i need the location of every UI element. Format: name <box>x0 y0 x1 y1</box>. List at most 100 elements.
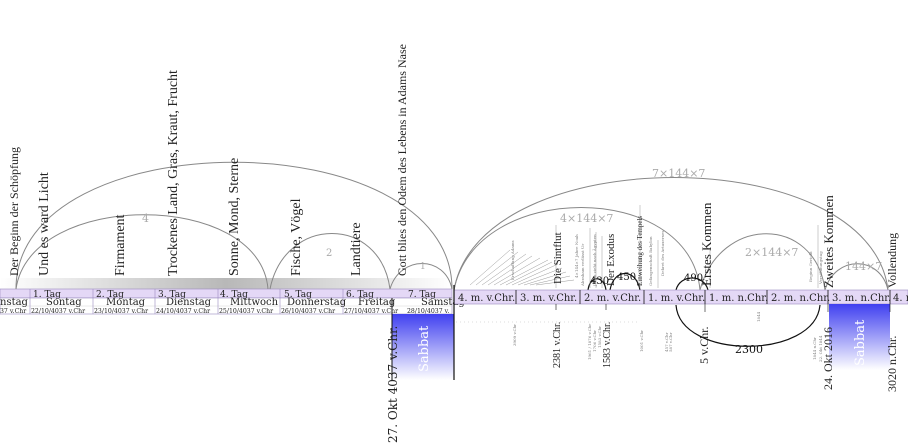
millennium-7: 4. m <box>893 293 908 304</box>
week-date-1: 22/10/4037 v.Chr <box>31 308 85 315</box>
sabbat-block-left <box>392 314 454 380</box>
svg-text:1706 v.Chr: 1706 v.Chr <box>592 330 597 352</box>
millennia-labels: 4. m. v.Chr. 3. m. v.Chr. 2. m. v.Chr. 1… <box>458 293 908 304</box>
week-date-4: 25/10/4037 v.Chr <box>219 308 273 315</box>
creation-arcs <box>15 161 453 290</box>
arc-number-1: 1 <box>420 262 426 272</box>
svg-text:4×144×7 Jahre Noah: 4×144×7 Jahre Noah <box>574 234 579 278</box>
svg-text:Dekret des Artaxerxes: Dekret des Artaxerxes <box>660 231 665 276</box>
arc-label-2x144x7: 2×144×7 <box>745 246 798 259</box>
svg-text:Jakob zieht nach Ägypten: Jakob zieht nach Ägypten <box>592 234 597 287</box>
week-date-2: 23/10/4037 v.Chr <box>94 308 148 315</box>
svg-text:457 v.Chr: 457 v.Chr <box>664 332 669 352</box>
date-left: 27. Okt 4037 v.Chr. <box>386 326 400 443</box>
date-zweites-kommen: 24. Okt 2016 <box>821 327 835 390</box>
weekday-1: Sontag <box>46 297 82 308</box>
arc-label-7x144x7: 7×144×7 <box>652 167 705 180</box>
tiny-date-texts: 3909 v.Chr 1961 / 1876 v.Chr 1706 v.Chr … <box>512 311 823 362</box>
event-zweites-kommen: Zweites Kommen <box>821 195 836 288</box>
millennium-3: 1. m. v.Chr. <box>648 293 705 304</box>
day-tag-4: 4. Tag <box>220 290 248 300</box>
svg-text:Erschaffung Adams: Erschaffung Adams <box>510 240 515 280</box>
date-sintflut: 2381 v.Chr. <box>552 322 563 368</box>
weekdays: nstag Sontag Montag Dienstag Mittwoch Do… <box>0 297 465 308</box>
svg-text:587 v.Chr: 587 v.Chr <box>668 332 673 352</box>
svg-text:1844: 1844 <box>756 311 761 322</box>
millennium-6: 3. m. n.Chr. <box>832 293 891 304</box>
event-vollendung: Vollendung <box>885 233 899 288</box>
date-erstes-kommen: 5 v.Chr. <box>697 326 711 364</box>
millennium-0: 4. m. v.Chr. <box>458 293 515 304</box>
event-exodus: Der Exodus <box>605 234 617 286</box>
history-arcs <box>453 177 889 291</box>
label-fische: Fische, Vögel <box>289 198 304 276</box>
event-lines <box>469 205 819 288</box>
date-vollendung: 3020 n.Chr. <box>885 336 899 392</box>
week-date-6: 27/10/4037 v.Chr <box>344 308 398 315</box>
arc-label-450: 450 <box>617 272 636 283</box>
sabbat-label-left: Sabbat <box>417 325 432 372</box>
weekday-0: nstag <box>0 297 29 308</box>
svg-text:Abraham verlässt Ur: Abraham verlässt Ur <box>580 244 585 287</box>
day-tag-7: 7. Tag <box>408 290 436 300</box>
label-land: Trockenes Land, Gras, Kraut, Frucht <box>166 70 181 276</box>
date-exodus: 1583 v.Chr. <box>602 322 613 368</box>
millennium-5: 2. m. n.Chr. <box>771 293 830 304</box>
millennium-4: 1. m. n.Chr. <box>709 293 768 304</box>
label-licht: Und es ward Licht <box>37 172 52 276</box>
label-sonne: Sonne, Mond, Sterne <box>227 158 242 276</box>
arc-number-2: 2 <box>326 248 332 259</box>
arc-label-144x7: 144×7 <box>845 260 882 273</box>
day-tags: 1. Tag 2. Tag 3. Tag 4. Tag 5. Tag 6. Ta… <box>33 290 436 300</box>
tiny-event-texts: Erschaffung Adams 4×144×7 Jahre Noah Abr… <box>510 231 823 287</box>
event-labels: Die Sintflut Der Exodus Erstes Kommen Zw… <box>552 195 899 288</box>
label-beginn: Der Beginn der Schöpfung <box>7 147 21 276</box>
bottom-dates: 2381 v.Chr. 1583 v.Chr. 5 v.Chr. 24. Okt… <box>552 322 899 392</box>
millennium-2: 2. m. v.Chr. <box>584 293 641 304</box>
arc-label-4x144x7: 4×144×7 <box>560 212 613 225</box>
sabbat-block-right <box>829 304 890 370</box>
weekday-4: Mittwoch <box>230 297 279 308</box>
day-tag-2: 2. Tag <box>96 290 124 300</box>
day-tag-1: 1. Tag <box>33 290 61 300</box>
prophecy-arcs <box>587 273 821 347</box>
svg-text:22. Okt 1844: 22. Okt 1844 <box>818 335 823 362</box>
label-firmament: Firmament <box>113 214 128 276</box>
svg-text:Beginn Gericht: Beginn Gericht <box>808 251 813 282</box>
svg-text:Gefangenschaft Babylon: Gefangenschaft Babylon <box>648 236 653 286</box>
week-date-5: 26/10/4037 v.Chr <box>281 308 335 315</box>
arc-label-2300: 2300 <box>735 343 763 356</box>
creation-labels: Der Beginn der Schöpfung Und es ward Lic… <box>7 44 409 276</box>
svg-text:1961 / 1876 v.Chr: 1961 / 1876 v.Chr <box>587 324 592 360</box>
day-tag-5: 5. Tag <box>284 290 312 300</box>
arc-number-4: 4 <box>142 212 149 225</box>
weekday-2: Montag <box>106 297 146 308</box>
event-tempel: Einweihung des Tempels <box>636 216 644 286</box>
week-date-0: 37 v.Chr <box>0 308 26 315</box>
event-sintflut: Die Sintflut <box>552 232 564 284</box>
svg-text:1583 v.Chr: 1583 v.Chr <box>597 326 602 348</box>
weekday-6: Freitag <box>358 297 396 308</box>
svg-text:1844 n.Chr: 1844 n.Chr <box>812 337 817 360</box>
day-tag-6: 6. Tag <box>346 290 374 300</box>
svg-text:3909 v.Chr: 3909 v.Chr <box>512 324 517 346</box>
sabbat-label-right: Sabbat <box>853 319 868 366</box>
weekday-3: Dienstag <box>166 297 212 308</box>
weekday-7: Samstag <box>421 297 465 308</box>
weekday-5: Donnerstag <box>287 297 347 308</box>
svg-text:Versöhnungstag: Versöhnungstag <box>818 251 823 285</box>
event-erstes-kommen: Erstes Kommen <box>699 202 714 286</box>
label-landtiere: Landtiere <box>349 222 364 276</box>
millennium-1: 3. m. v.Chr. <box>520 293 577 304</box>
arc-label-430: 430 <box>590 276 609 287</box>
week-date-7: 28/10/4037 v. <box>407 308 449 315</box>
label-odem: Gott blies den Odem des Lebens in Adams … <box>395 44 409 276</box>
arc-label-490: 490 <box>684 273 703 284</box>
day-tag-3: 3. Tag <box>158 290 186 300</box>
creation-strip <box>0 278 452 289</box>
week-date-3: 24/10/4037 v.Chr <box>156 308 210 315</box>
week-dates: 37 v.Chr 22/10/4037 v.Chr 23/10/4037 v.C… <box>0 308 449 315</box>
svg-text:1001 v.Chr: 1001 v.Chr <box>639 330 644 352</box>
